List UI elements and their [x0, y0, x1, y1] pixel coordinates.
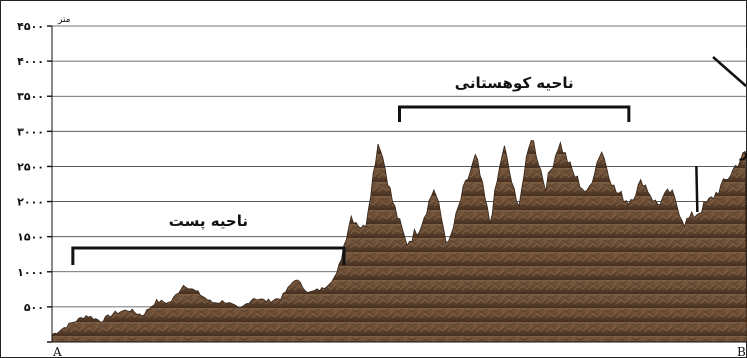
valley-label: دره رود بشار [739, 143, 747, 161]
y-tick-label: ۵۰۰ [24, 301, 44, 314]
terrain-area [51, 140, 747, 343]
y-tick-label: ۴۵۰۰ [17, 20, 44, 33]
lowland-region-label: ناحیه پست [169, 212, 248, 231]
y-tick-label: ۲۵۰۰ [17, 160, 44, 173]
y-tick-label: ۴۰۰۰ [17, 55, 44, 68]
y-tick-label: ۲۰۰۰ [17, 196, 44, 209]
dena-pointer [712, 56, 747, 87]
valley-pointer [695, 165, 699, 213]
y-tick-label: ۱۵۰۰ [17, 231, 44, 244]
mountain-bracket [398, 105, 631, 122]
dena-label: کوهستان دنا [745, 35, 747, 53]
x-start-label: A [52, 345, 62, 358]
terrain-shade [52, 140, 747, 342]
y-tick-group: ۵۰۰ ۱۰۰۰ ۱۵۰۰ ۲۰۰۰ ۲۵۰۰ ۳۰۰۰ ۳۵۰۰ ۴۰۰۰ ۴۵۰۰ [17, 20, 52, 343]
region-annotations: ناحیه پست ناحیه کوهستانی دره رود بشار کوهست… [71, 35, 747, 265]
y-tick-label: ۱۰۰۰ [17, 266, 44, 279]
lowland-bracket [71, 246, 346, 265]
y-tick-label: ۳۰۰۰ [17, 125, 44, 138]
y-tick-label: ۳۵۰۰ [17, 90, 44, 103]
terrain-series [51, 140, 747, 343]
y-axis-unit-label: متر [57, 15, 71, 25]
mountain-region-label: ناحیه کوهستانی [455, 74, 574, 92]
x-end-label: B [737, 345, 746, 358]
